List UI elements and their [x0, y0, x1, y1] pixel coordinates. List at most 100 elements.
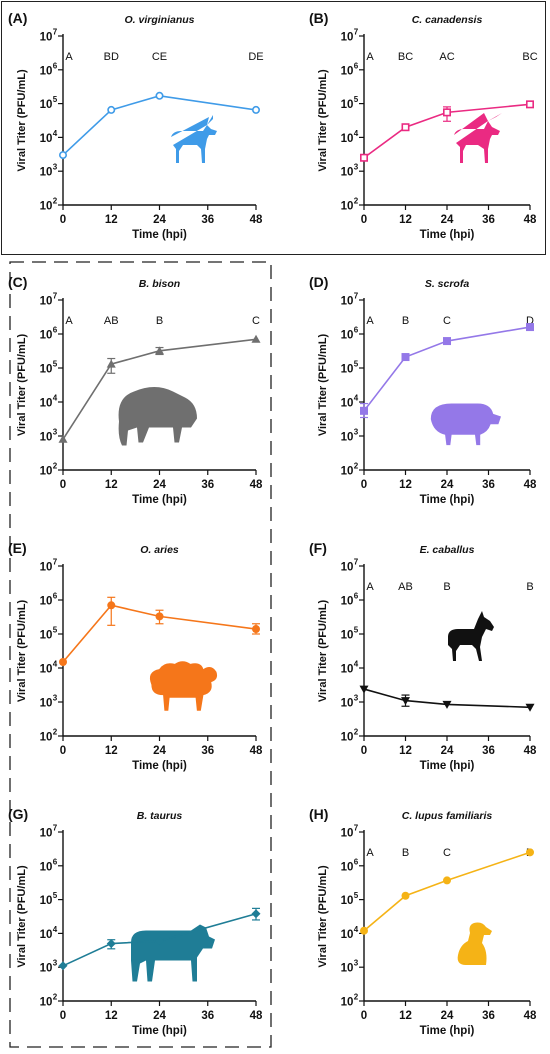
- x-tick-label: 12: [399, 745, 412, 757]
- pig-icon: [430, 403, 501, 446]
- x-tick-label: 36: [482, 1010, 495, 1022]
- x-tick-label: 36: [482, 214, 495, 226]
- significance-letter: DE: [248, 51, 263, 63]
- data-point: [252, 625, 260, 634]
- significance-letter: BD: [104, 51, 119, 63]
- x-axis-label: Time (hpi): [132, 1025, 187, 1037]
- x-tick-label: 12: [399, 479, 412, 491]
- series-line: [62, 338, 257, 440]
- y-tick-label: 10: [341, 296, 354, 308]
- y-tick-label: 10: [40, 65, 53, 77]
- x-axis-label: Time (hpi): [132, 760, 187, 772]
- data-point: [155, 936, 164, 946]
- y-tick-label: 10: [341, 32, 354, 44]
- y-tick-exponent: 2: [53, 197, 58, 206]
- y-tick-label: 10: [40, 562, 53, 574]
- x-tick-label: 24: [153, 214, 166, 226]
- y-tick-label: 10: [341, 895, 354, 907]
- horse-icon: [448, 611, 494, 661]
- x-axis-label: Time (hpi): [132, 494, 187, 506]
- y-tick-exponent: 2: [354, 993, 359, 1002]
- y-tick-label: 10: [341, 698, 354, 710]
- y-tick-exponent: 7: [354, 28, 359, 37]
- y-tick-exponent: 6: [53, 61, 58, 70]
- y-tick-exponent: 3: [354, 694, 359, 703]
- series-line: [363, 103, 531, 159]
- x-tick-label: 0: [60, 214, 66, 226]
- chart-title: B. bison: [139, 278, 180, 290]
- y-tick-exponent: 2: [354, 197, 359, 206]
- deer-icon: [171, 115, 218, 163]
- y-tick-exponent: 7: [53, 558, 58, 567]
- significance-letter: C: [443, 847, 451, 859]
- y-tick-label: 10: [40, 330, 53, 342]
- y-tick-label: 10: [40, 861, 53, 873]
- x-tick-label: 48: [524, 479, 537, 491]
- x-tick-label: 36: [201, 1010, 214, 1022]
- data-point: [58, 434, 68, 443]
- y-tick-exponent: 3: [53, 694, 58, 703]
- x-tick-label: 0: [60, 1010, 66, 1022]
- data-point: [59, 658, 67, 667]
- y-tick-exponent: 4: [354, 925, 359, 934]
- y-tick-label: 10: [341, 562, 354, 574]
- significance-letter: B: [156, 315, 163, 327]
- data-point: [251, 334, 261, 343]
- y-tick-label: 10: [341, 963, 354, 975]
- y-axis-label: Viral Titer (PFU/mL): [16, 865, 28, 968]
- y-tick-exponent: 7: [53, 292, 58, 301]
- elk-icon: [454, 113, 502, 163]
- y-tick-label: 10: [341, 65, 354, 77]
- y-tick-exponent: 4: [53, 925, 58, 934]
- y-tick-label: 10: [40, 432, 53, 444]
- x-tick-label: 48: [250, 745, 263, 757]
- x-tick-label: 0: [361, 479, 367, 491]
- x-tick-label: 24: [153, 745, 166, 757]
- x-tick-label: 12: [399, 1010, 412, 1022]
- y-axis-label: Viral Titer (PFU/mL): [317, 865, 329, 968]
- x-tick-label: 12: [105, 1010, 118, 1022]
- x-tick-label: 48: [250, 1010, 263, 1022]
- y-tick-exponent: 6: [53, 326, 58, 335]
- x-axis-label: Time (hpi): [420, 229, 475, 241]
- y-tick-exponent: 3: [354, 959, 359, 968]
- significance-letter: AB: [398, 581, 413, 593]
- y-tick-label: 10: [341, 364, 354, 376]
- y-tick-label: 10: [341, 997, 354, 1009]
- dog-icon: [457, 922, 492, 965]
- y-tick-label: 10: [40, 364, 53, 376]
- y-tick-exponent: 4: [53, 129, 58, 138]
- data-point: [360, 406, 368, 415]
- y-tick-label: 10: [341, 630, 354, 642]
- x-tick-label: 24: [153, 479, 166, 491]
- x-axis-label: Time (hpi): [132, 229, 187, 241]
- data-point: [442, 108, 451, 117]
- panel-label: (D): [309, 274, 328, 290]
- x-tick-label: 24: [441, 745, 454, 757]
- x-tick-label: 0: [361, 1010, 367, 1022]
- y-tick-exponent: 4: [354, 660, 359, 669]
- series-line: [363, 688, 531, 709]
- data-point: [443, 337, 451, 346]
- series-line: [363, 851, 531, 932]
- significance-letter: B: [402, 847, 409, 859]
- y-axis-label: Viral Titer (PFU/mL): [16, 334, 28, 437]
- y-tick-label: 10: [341, 466, 354, 478]
- data-point: [359, 153, 368, 162]
- y-tick-label: 10: [341, 330, 354, 342]
- y-tick-exponent: 7: [354, 824, 359, 833]
- data-point: [155, 346, 164, 355]
- chart-title: C. lupus familiaris: [402, 810, 493, 822]
- y-tick-label: 10: [341, 133, 354, 145]
- y-axis-label: Viral Titer (PFU/mL): [317, 600, 329, 703]
- data-point: [526, 848, 534, 857]
- x-axis-label: Time (hpi): [420, 494, 475, 506]
- y-tick-label: 10: [40, 895, 53, 907]
- y-axis-label: Viral Titer (PFU/mL): [317, 334, 329, 437]
- y-tick-exponent: 4: [53, 660, 58, 669]
